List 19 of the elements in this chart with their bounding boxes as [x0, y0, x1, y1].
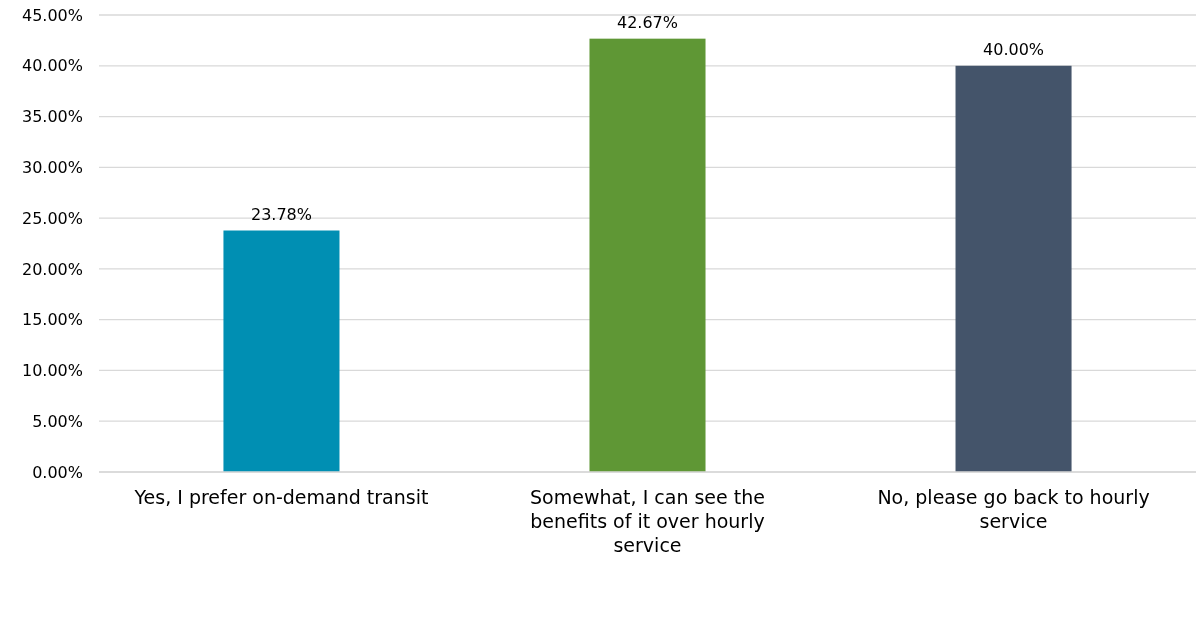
y-tick-label: 30.00%: [21, 157, 83, 177]
y-tick-label: 5.00%: [32, 411, 83, 431]
y-tick-label: 0.00%: [32, 462, 83, 482]
data-label: 40.00%: [983, 39, 1045, 59]
bar: [955, 65, 1072, 472]
data-label: 42.67%: [616, 12, 679, 32]
x-tick-label: Yes, I prefer on-demand transit: [133, 486, 429, 508]
y-tick-label: 45.00%: [21, 5, 83, 25]
bar: [223, 230, 340, 472]
data-label: 23.78%: [250, 204, 312, 224]
y-tick-label: 10.00%: [21, 361, 83, 381]
x-tick-label: No, please go back to hourly service: [877, 486, 1150, 532]
y-tick-label: 20.00%: [21, 259, 83, 279]
bar: [589, 38, 706, 472]
y-tick-label: 40.00%: [21, 56, 83, 76]
y-tick-label: 35.00%: [21, 107, 83, 127]
y-tick-label: 15.00%: [21, 310, 83, 330]
x-tick-label: Somewhat, I can see the benefits of it over hourly service: [530, 486, 765, 556]
y-tick-label: 25.00%: [21, 208, 83, 228]
